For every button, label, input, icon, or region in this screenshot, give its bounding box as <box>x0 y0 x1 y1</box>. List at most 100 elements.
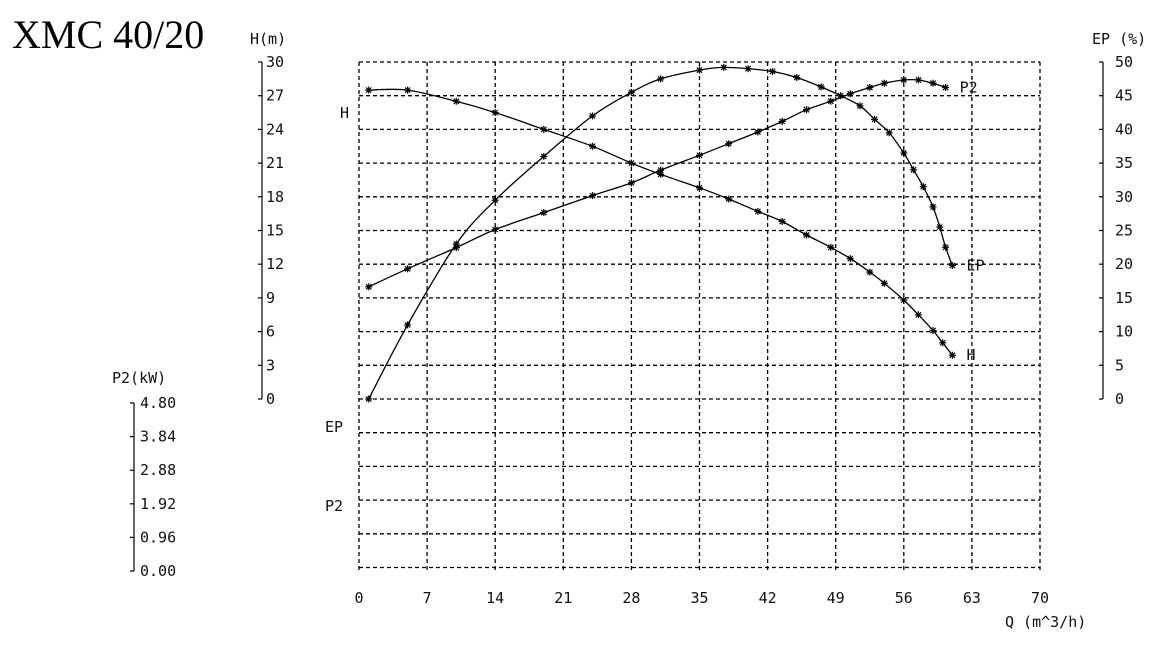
x-tick-label: 70 <box>1031 589 1049 607</box>
ep-data-point <box>589 112 596 120</box>
p2-data-point <box>866 84 874 91</box>
ep-data-point <box>793 74 801 81</box>
x-tick-label: 21 <box>554 589 572 607</box>
h-curve <box>368 88 953 356</box>
ep-data-point <box>856 102 864 110</box>
p2-data-point <box>929 79 937 87</box>
h-data-point <box>778 218 786 225</box>
h-end-label: H <box>966 346 975 364</box>
p2-data-point <box>657 166 665 174</box>
h-data-point <box>914 311 922 319</box>
h-data-point <box>939 339 947 347</box>
ep-data-point <box>540 152 548 160</box>
h-tick-label: 15 <box>266 222 284 240</box>
ep-tick-label: 35 <box>1115 154 1133 172</box>
p2-tick-label: 2.88 <box>140 461 176 479</box>
p2-data-point <box>900 76 908 84</box>
ep-data-point <box>657 75 665 83</box>
x-axis-label: Q (m^3/h) <box>1005 613 1086 631</box>
ep-data-point <box>900 149 908 157</box>
p2-tick-label: 0.00 <box>140 562 176 580</box>
x-tick-label: 63 <box>963 589 981 607</box>
p2-data-point <box>404 265 412 273</box>
p2-data-point <box>725 140 733 148</box>
h-data-point <box>627 159 635 167</box>
ep-tick-label: 15 <box>1115 289 1133 307</box>
ep-tick-label: 20 <box>1115 255 1133 273</box>
x-tick-label: 7 <box>423 589 432 607</box>
h-data-point <box>404 86 412 94</box>
h-tick-label: 21 <box>266 154 284 172</box>
ep-data-point <box>885 129 893 137</box>
p2-tick-label: 0.96 <box>140 528 176 546</box>
axes <box>130 61 1104 572</box>
ep-data-point <box>936 223 944 231</box>
ep-data-point <box>720 63 728 71</box>
h-tick-label: 27 <box>266 87 284 105</box>
p2-data-point <box>914 76 922 84</box>
x-tick-label: 42 <box>759 589 777 607</box>
ep-data-point <box>491 196 499 204</box>
p2-data-point <box>627 179 635 187</box>
ep-data-point <box>696 66 703 74</box>
ep-tick-label: 40 <box>1115 120 1133 138</box>
ep-tick-label: 0 <box>1115 390 1124 408</box>
grid <box>358 61 1041 571</box>
chart-title: XMC 40/20 <box>12 12 204 57</box>
p2-data-point <box>452 244 460 252</box>
ep-data-point <box>744 65 752 73</box>
p2-left-label: P2 <box>325 497 343 515</box>
h-axis-label: H(m) <box>250 30 286 48</box>
h-data-point <box>696 184 703 192</box>
ep-data-point <box>817 83 825 91</box>
p2-data-point <box>778 117 786 125</box>
ep-data-point <box>929 203 937 211</box>
p2-curve <box>368 78 946 288</box>
h-tick-label: 3 <box>266 356 275 374</box>
h-data-point <box>589 142 596 150</box>
x-tick-label: 35 <box>690 589 708 607</box>
ep-axis-label: EP (%) <box>1092 30 1146 48</box>
p2-data-point <box>754 128 762 136</box>
h-data-point <box>725 195 733 203</box>
ep-data-point <box>919 183 927 191</box>
ep-tick-label: 45 <box>1115 87 1133 105</box>
p2-data-point <box>803 106 810 114</box>
x-tick-label: 28 <box>622 589 640 607</box>
labels: 0 7 14 21 28 35 42 49 56 63 70 Q (m^3/h) 0 3 6 9 12 15 18 2… <box>112 30 1146 631</box>
h-data-point <box>948 351 956 359</box>
p2-data-point <box>846 90 854 98</box>
p2-data-point <box>365 283 373 291</box>
h-tick-label: 24 <box>266 120 284 138</box>
h-data-point <box>754 207 762 215</box>
ep-left-label: EP <box>325 418 343 436</box>
ep-data-point <box>948 262 956 269</box>
p2-data-point <box>880 79 888 87</box>
ep-data-point <box>871 115 879 123</box>
h-data-point <box>929 327 937 334</box>
p2-data-point <box>696 151 703 159</box>
p2-axis-label: P2(kW) <box>112 369 166 387</box>
h-data-point <box>827 243 835 251</box>
h-data-point <box>866 268 874 276</box>
h-data-point <box>846 255 854 263</box>
ep-end-label: EP <box>966 257 984 275</box>
ep-tick-label: 30 <box>1115 188 1133 206</box>
h-data-point <box>491 109 499 117</box>
h-tick-label: 9 <box>266 289 275 307</box>
ep-data-point <box>942 243 950 251</box>
h-tick-label: 0 <box>266 390 275 408</box>
p2-data-point <box>942 84 950 91</box>
p2-end-label: P2 <box>960 78 978 96</box>
p2-data-point <box>540 209 548 217</box>
h-data-point <box>803 231 810 239</box>
p2-data-point <box>589 192 596 200</box>
ep-tick-label: 50 <box>1115 53 1133 71</box>
h-data-point <box>365 86 373 94</box>
h-tick-label: 12 <box>266 255 284 273</box>
ep-curve <box>368 66 954 400</box>
h-tick-label: 6 <box>266 323 275 341</box>
p2-tick-label: 4.80 <box>140 394 176 412</box>
ep-tick-label: 25 <box>1115 222 1133 240</box>
